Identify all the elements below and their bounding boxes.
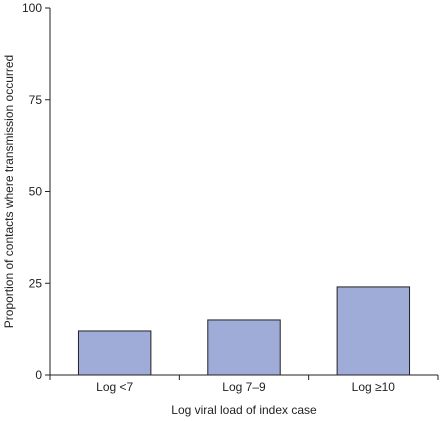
x-axis-title: Log viral load of index case xyxy=(171,403,317,417)
y-tick-label: 0 xyxy=(35,368,42,382)
x-ticks-group: Log <7 Log 7–9 Log ≥10 xyxy=(49,375,439,394)
bar-2 xyxy=(207,319,281,376)
y-tick-label: 50 xyxy=(29,185,43,199)
y-ticks-group: 0 25 50 75 100 xyxy=(22,1,50,382)
bar-1 xyxy=(77,330,152,376)
x-tick-label: Log 7–9 xyxy=(222,380,266,394)
bars-group xyxy=(77,286,411,376)
y-tick-label: 75 xyxy=(29,93,43,107)
x-tick-label: Log ≥10 xyxy=(352,380,396,394)
y-tick-label: 100 xyxy=(22,1,42,15)
bar-3 xyxy=(336,286,411,376)
x-tick-label: Log <7 xyxy=(96,380,133,394)
y-tick-label: 25 xyxy=(29,276,43,290)
y-axis-title: Proportion of contacts where transmissio… xyxy=(2,55,16,328)
